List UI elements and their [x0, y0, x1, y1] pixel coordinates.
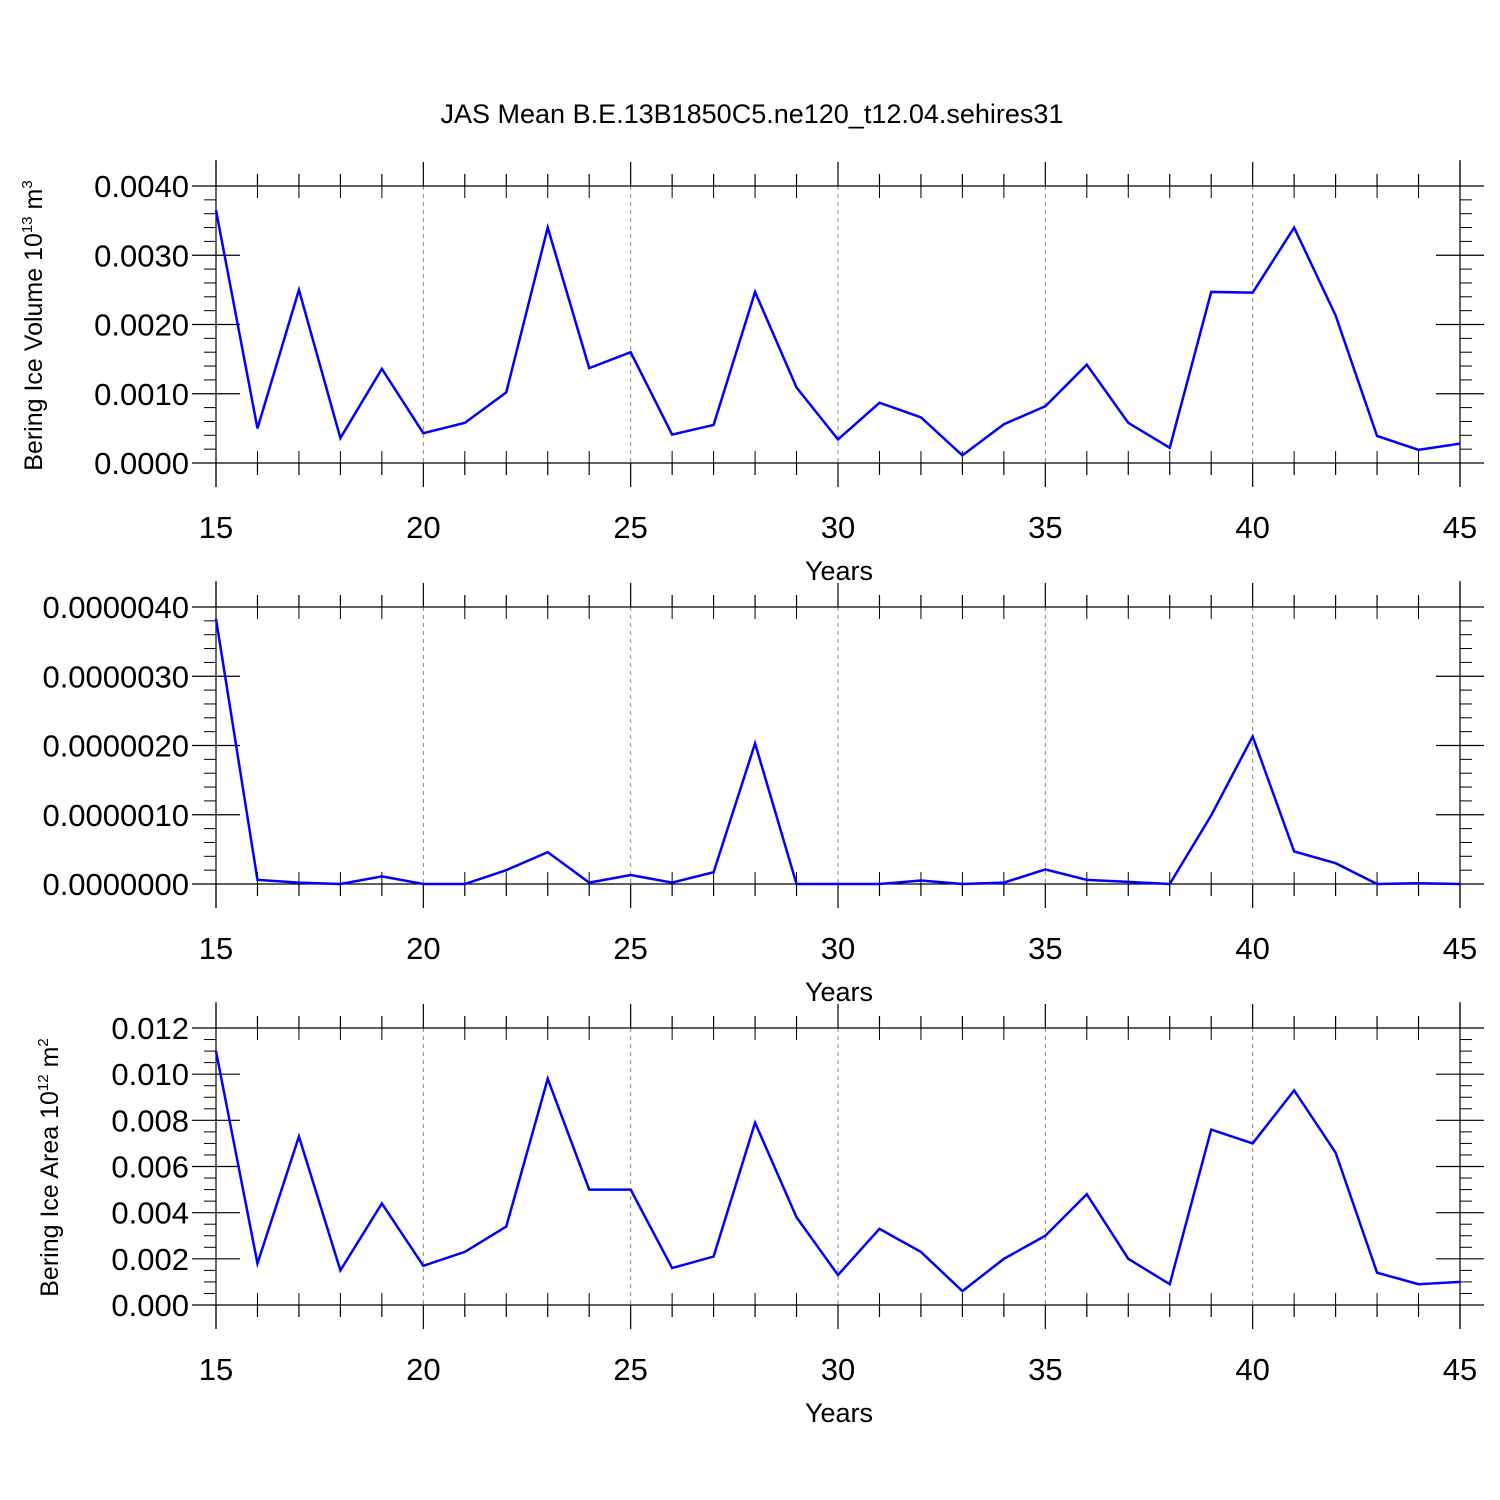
y-tick-label: 0.0000000	[42, 867, 189, 902]
x-tick-label: 40	[1235, 510, 1269, 545]
y-tick-label: 0.0000	[94, 446, 189, 481]
x-tick-label: 45	[1443, 510, 1477, 545]
x-tick-label: 15	[199, 1352, 233, 1387]
x-tick-label: 45	[1443, 1352, 1477, 1387]
x-tick-label: 35	[1028, 510, 1062, 545]
x-tick-label: 30	[821, 1352, 855, 1387]
x-tick-label: 15	[199, 931, 233, 966]
x-tick-label: 45	[1443, 931, 1477, 966]
y-axis-label-unit: m	[20, 189, 48, 217]
y-axis-label: Bering Ice Volume 1013 m3	[19, 180, 48, 470]
y-axis-label-unit-exponent: 3	[19, 180, 36, 188]
y-tick-label: 0.012	[111, 1011, 189, 1046]
x-tick-label: 25	[613, 510, 647, 545]
y-tick-label: 0.010	[111, 1057, 189, 1092]
y-tick-label: 0.0000030	[42, 659, 189, 694]
x-tick-label: 20	[406, 931, 440, 966]
x-tick-label: 40	[1235, 1352, 1269, 1387]
x-tick-label: 20	[406, 510, 440, 545]
y-tick-label: 0.0000040	[42, 590, 189, 625]
y-tick-label: 0.0040	[94, 169, 189, 204]
y-tick-label: 0.008	[111, 1103, 189, 1138]
x-tick-label: 40	[1235, 931, 1269, 966]
y-tick-label: 0.0020	[94, 308, 189, 343]
panels: 0.0000 0.0010 0.0020 0.0030 0.0040 15 20 25 30 35…	[19, 160, 1484, 1428]
y-tick-label: 0.006	[111, 1150, 189, 1185]
y-tick-label: 0.004	[111, 1196, 189, 1231]
x-tick-label: 30	[821, 510, 855, 545]
y-tick-label: 0.002	[111, 1242, 189, 1277]
y-axis-label-unit-exponent: 2	[35, 1038, 52, 1046]
y-tick-label: 0.0000010	[42, 798, 189, 833]
x-tick-label: 25	[613, 1352, 647, 1387]
x-tick-label: 25	[613, 931, 647, 966]
y-axis-label-unit: m	[36, 1047, 64, 1075]
x-axis-label: Years	[805, 556, 873, 586]
y-axis-label-text: Bering Ice Area 10	[36, 1091, 64, 1297]
x-tick-label: 35	[1028, 931, 1062, 966]
y-tick-label: 0.000	[111, 1288, 189, 1323]
chart-panel-1: 0.0000 0.0010 0.0020 0.0030 0.0040 15 20 25 30 35…	[19, 160, 1484, 586]
y-tick-label: 0.0010	[94, 377, 189, 412]
y-axis-label-exponent: 12	[35, 1074, 52, 1091]
chart-title: JAS Mean B.E.13B1850C5.ne120_t12.04.sehi…	[441, 99, 1064, 129]
y-tick-label: 0.0030	[94, 238, 189, 273]
y-axis-label-text: Bering Ice Volume 10	[20, 233, 48, 471]
chart-panel-3: 0.000 0.002 0.004 0.006 0.008 0.010 0.012 15 20 2…	[35, 1002, 1484, 1428]
x-tick-label: 20	[406, 1352, 440, 1387]
chart-panel-2: 0.0000000 0.0000010 0.0000020 0.0000030 0.00…	[42, 581, 1484, 1007]
x-tick-label: 30	[821, 931, 855, 966]
x-axis-label: Years	[805, 1398, 873, 1428]
y-axis-label: Bering Ice Area 1012 m2	[35, 1038, 64, 1297]
x-tick-label: 35	[1028, 1352, 1062, 1387]
y-tick-label: 0.0000020	[42, 729, 189, 764]
x-axis-label: Years	[805, 977, 873, 1007]
x-tick-label: 15	[199, 510, 233, 545]
y-axis-label-exponent: 13	[19, 216, 36, 233]
